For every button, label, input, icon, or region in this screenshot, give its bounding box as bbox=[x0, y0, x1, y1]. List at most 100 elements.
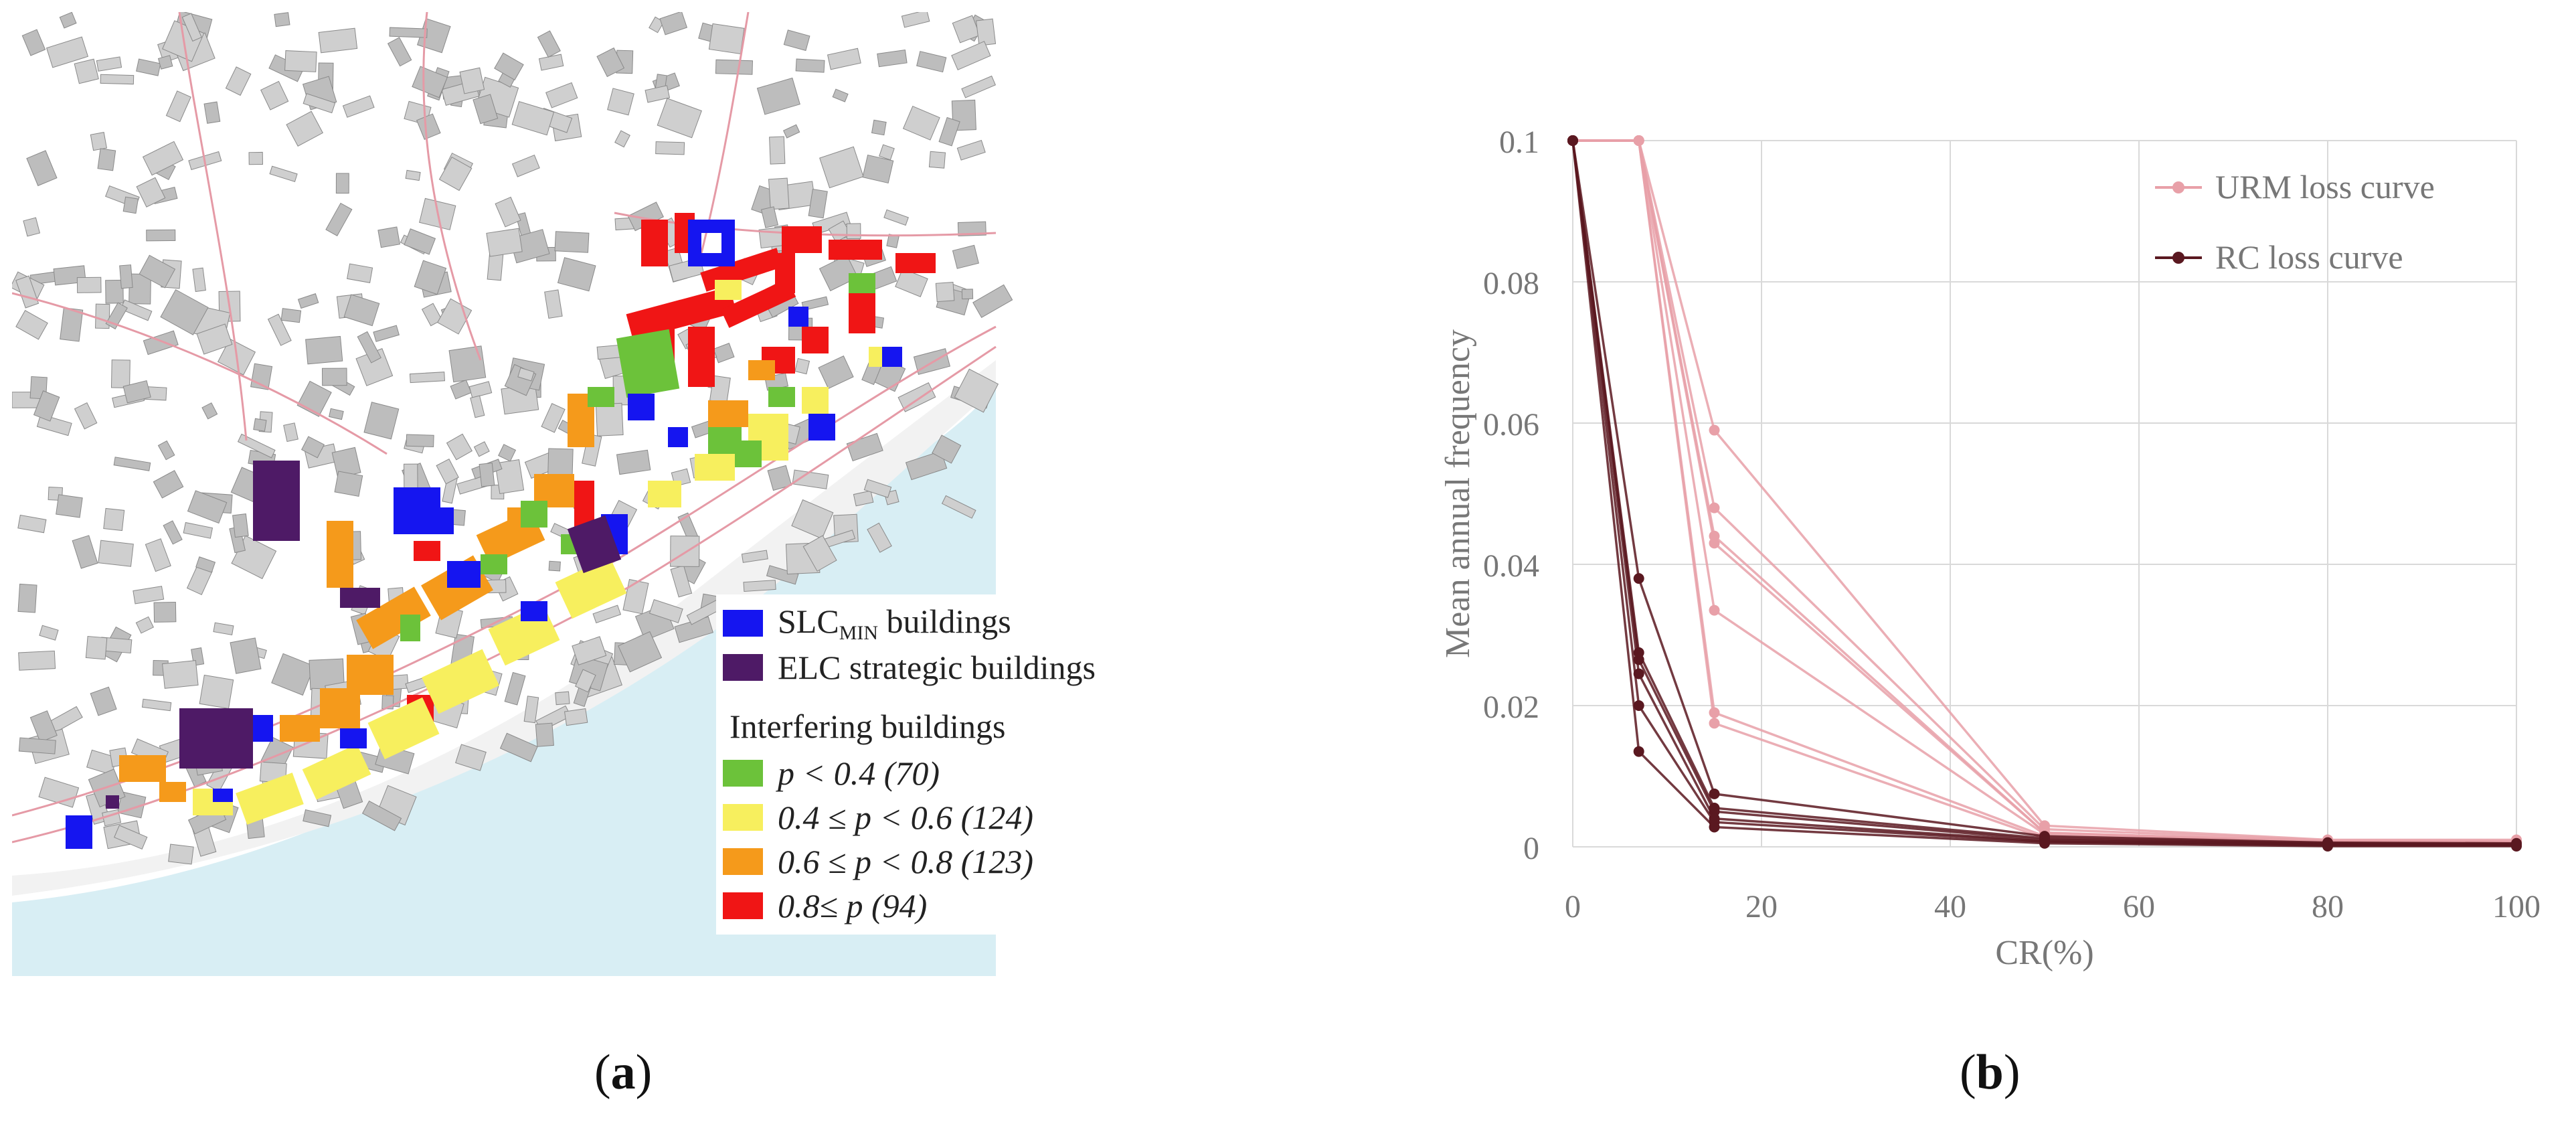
background-building bbox=[670, 565, 693, 598]
background-building bbox=[260, 80, 289, 110]
background-building bbox=[29, 710, 58, 743]
legend-elc-row: ELC strategic buildings bbox=[723, 645, 1191, 690]
background-building bbox=[511, 154, 540, 177]
background-building bbox=[72, 535, 98, 569]
background-building bbox=[495, 196, 521, 228]
background-building bbox=[325, 202, 353, 237]
background-building bbox=[17, 583, 37, 613]
background-building bbox=[670, 536, 700, 567]
background-building bbox=[504, 671, 526, 706]
slc-label: SLCMIN buildings bbox=[778, 602, 1011, 644]
background-building bbox=[321, 368, 347, 386]
background-building bbox=[592, 605, 622, 624]
background-building bbox=[23, 217, 41, 237]
background-building bbox=[141, 698, 172, 712]
background-building bbox=[230, 637, 262, 674]
background-building bbox=[18, 650, 56, 671]
background-building bbox=[791, 499, 834, 540]
background-building bbox=[537, 30, 561, 58]
background-building bbox=[494, 52, 524, 81]
background-building bbox=[470, 395, 485, 418]
background-building bbox=[741, 550, 768, 563]
background-building bbox=[329, 408, 344, 420]
background-building bbox=[284, 50, 317, 72]
y-tick-label: 0.02 bbox=[1483, 690, 1539, 725]
background-building bbox=[297, 293, 319, 309]
background-building bbox=[143, 330, 179, 355]
background-building bbox=[74, 58, 99, 84]
background-building bbox=[120, 299, 153, 321]
class-label: 0.4 ≤ p < 0.6 (124) bbox=[778, 799, 1033, 836]
background-building bbox=[46, 36, 89, 68]
data-point bbox=[1633, 135, 1644, 146]
data-point bbox=[1633, 573, 1644, 584]
background-building bbox=[954, 368, 999, 413]
background-building bbox=[286, 110, 323, 147]
background-building bbox=[274, 12, 290, 27]
background-building bbox=[389, 27, 428, 38]
class-label: 0.6 ≤ p < 0.8 (123) bbox=[778, 843, 1033, 880]
background-building bbox=[97, 148, 116, 171]
background-building bbox=[972, 284, 1013, 318]
background-building bbox=[802, 535, 837, 572]
background-building bbox=[928, 151, 946, 169]
background-building bbox=[760, 206, 779, 228]
background-building bbox=[708, 23, 745, 54]
background-building bbox=[21, 29, 46, 56]
background-building bbox=[756, 77, 800, 115]
background-building bbox=[901, 12, 930, 28]
background-building bbox=[976, 18, 997, 46]
background-building bbox=[657, 98, 702, 139]
background-building bbox=[564, 708, 588, 726]
background-building bbox=[572, 636, 607, 665]
x-tick-label: 100 bbox=[2492, 889, 2541, 924]
background-building bbox=[808, 189, 828, 219]
data-point bbox=[2322, 840, 2333, 852]
background-building bbox=[85, 635, 108, 660]
class-swatch bbox=[723, 848, 763, 875]
background-building bbox=[883, 209, 909, 226]
background-building bbox=[90, 132, 108, 151]
background-building bbox=[135, 616, 154, 634]
background-building bbox=[535, 722, 554, 747]
background-building bbox=[283, 422, 298, 443]
background-building bbox=[98, 540, 134, 567]
background-building bbox=[373, 325, 400, 342]
background-building bbox=[192, 267, 206, 293]
background-building bbox=[232, 513, 249, 538]
background-building bbox=[832, 88, 849, 102]
background-building bbox=[409, 372, 446, 384]
background-building bbox=[902, 105, 940, 141]
background-building bbox=[801, 296, 829, 311]
background-building bbox=[517, 367, 535, 382]
background-building bbox=[163, 520, 183, 545]
background-building bbox=[280, 308, 302, 323]
slc-swatch bbox=[723, 610, 763, 637]
background-building bbox=[846, 223, 861, 240]
background-building bbox=[895, 268, 928, 297]
background-building bbox=[932, 434, 962, 464]
background-building bbox=[59, 12, 77, 29]
y-tick-label: 0.1 bbox=[1499, 125, 1539, 160]
background-building bbox=[26, 150, 58, 187]
data-point bbox=[1709, 788, 1720, 799]
background-building bbox=[555, 691, 570, 706]
background-building bbox=[334, 471, 363, 497]
background-building bbox=[871, 119, 887, 136]
background-building bbox=[459, 67, 485, 94]
legend-label: URM loss curve bbox=[2215, 168, 2435, 206]
y-tick-label: 0.04 bbox=[1483, 548, 1539, 584]
background-building bbox=[438, 157, 473, 191]
background-building bbox=[819, 146, 864, 189]
background-building bbox=[557, 257, 596, 292]
background-building bbox=[157, 440, 175, 461]
background-building bbox=[412, 66, 448, 98]
legend-marker bbox=[2172, 181, 2184, 193]
background-building bbox=[436, 458, 459, 485]
background-building bbox=[318, 27, 358, 54]
background-building bbox=[792, 469, 829, 489]
background-building bbox=[498, 444, 517, 462]
background-building bbox=[935, 282, 955, 303]
elc-swatch bbox=[723, 654, 763, 681]
class-label: 0.8≤ p (94) bbox=[778, 887, 928, 924]
